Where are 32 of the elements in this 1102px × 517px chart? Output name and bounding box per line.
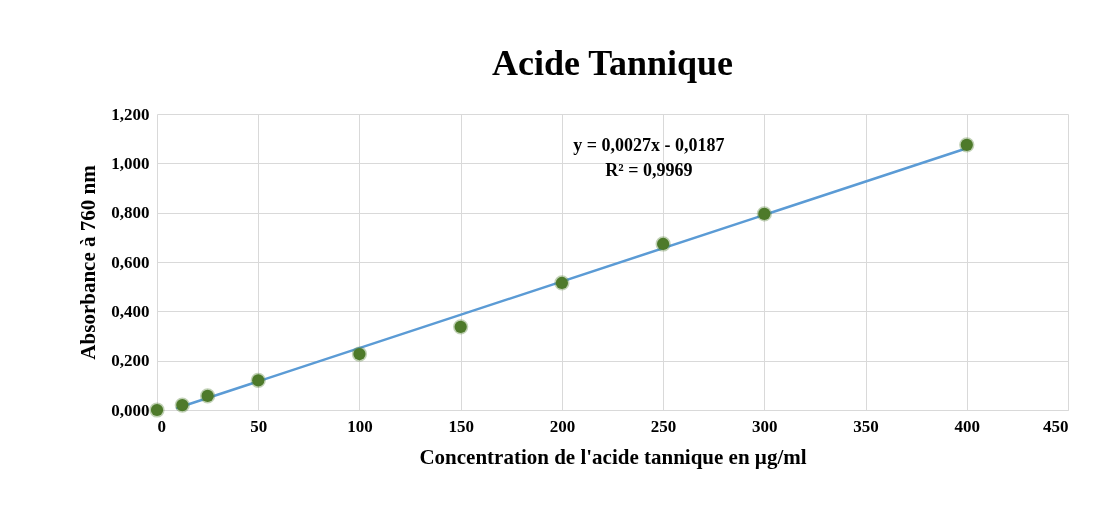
point [655, 236, 671, 252]
x-tick-label: 100 [347, 416, 373, 436]
x-tick-label: 350 [853, 416, 879, 436]
x-tick-label: 50 [250, 416, 268, 436]
point [959, 137, 975, 153]
y-tick-label: 0,800 [111, 203, 150, 223]
x-axis-title: Concentration de l'acide tannique en µg/ml [419, 444, 807, 469]
annotation: R² = 0,9969 [605, 160, 693, 180]
point [554, 275, 570, 291]
y-axis-title: Absorbance à 760 nm [76, 164, 101, 360]
point [174, 397, 190, 413]
x-tick-label: 300 [752, 416, 778, 436]
point [453, 319, 469, 335]
chart-title: Acide Tannique [491, 43, 734, 83]
x-tick-label: 250 [650, 416, 677, 436]
annotation: y = 0,0027x - 0,0187 [573, 135, 725, 155]
y-tick-label: 1,000 [111, 153, 150, 173]
y-tick-label: 0,400 [111, 301, 150, 321]
y-tick-label: 0,200 [111, 351, 150, 371]
point [250, 372, 266, 389]
x-tick-label: 450 [1043, 416, 1069, 436]
x-tick-label: 200 [549, 416, 576, 436]
point [149, 402, 165, 418]
point [351, 346, 368, 362]
y-tick-label: 0,000 [111, 400, 150, 420]
point [199, 388, 216, 404]
y-tick-label: 1,200 [111, 104, 150, 124]
point [756, 206, 772, 222]
x-tick-label: 150 [448, 416, 474, 436]
y-tick-label: 0,600 [111, 252, 150, 272]
x-tick-label: 400 [954, 416, 981, 436]
x-tick-label: 0 [157, 416, 166, 436]
